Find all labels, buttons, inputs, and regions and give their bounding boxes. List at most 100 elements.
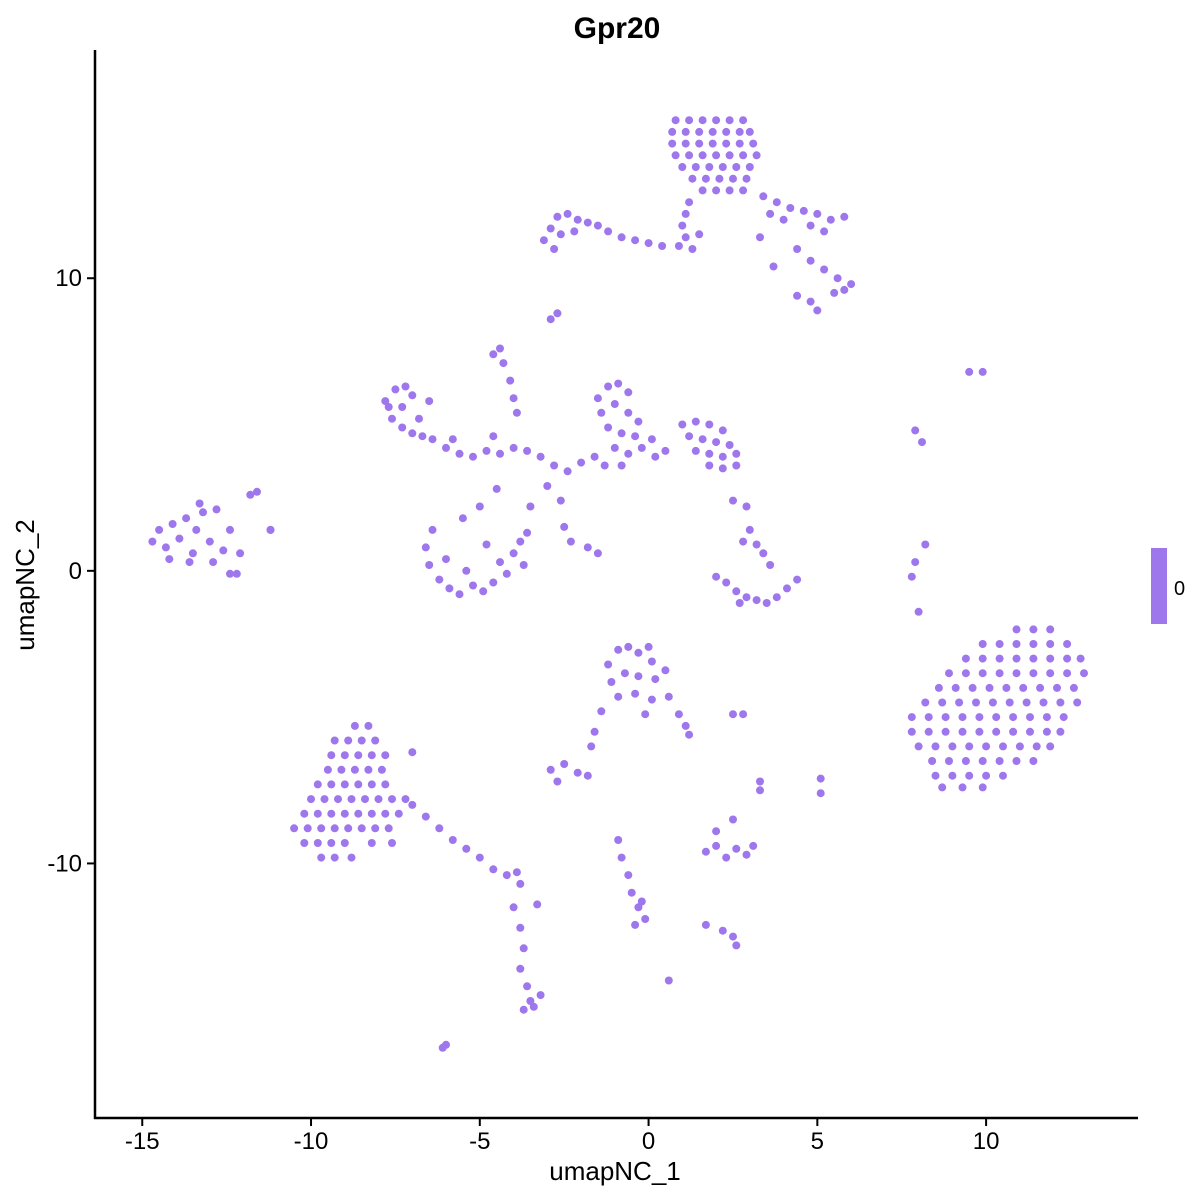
data-point bbox=[624, 871, 633, 880]
data-point bbox=[502, 569, 511, 578]
x-tick-label: 5 bbox=[811, 1128, 824, 1155]
data-point bbox=[469, 581, 477, 590]
data-point bbox=[820, 227, 829, 236]
data-point bbox=[350, 721, 359, 730]
data-point bbox=[725, 441, 734, 449]
data-point bbox=[381, 397, 390, 406]
data-point bbox=[806, 297, 815, 306]
data-point bbox=[678, 420, 687, 429]
data-point bbox=[816, 789, 825, 798]
data-point bbox=[658, 242, 667, 250]
data-point bbox=[934, 683, 943, 692]
data-point bbox=[647, 695, 656, 704]
data-point bbox=[1036, 683, 1045, 692]
x-tick-label: -15 bbox=[125, 1128, 160, 1155]
data-point bbox=[995, 669, 1004, 678]
data-point bbox=[756, 777, 764, 786]
data-point bbox=[425, 397, 434, 406]
data-point bbox=[600, 461, 609, 470]
data-point bbox=[428, 435, 437, 444]
data-point bbox=[469, 452, 477, 461]
data-point bbox=[1032, 742, 1041, 751]
data-point bbox=[772, 593, 781, 602]
data-point bbox=[708, 127, 717, 136]
data-point bbox=[617, 429, 626, 438]
data-point bbox=[374, 795, 383, 804]
data-point bbox=[435, 575, 444, 584]
data-point bbox=[597, 408, 606, 417]
data-point bbox=[347, 853, 356, 862]
data-point bbox=[587, 742, 596, 751]
data-point bbox=[698, 116, 707, 125]
data-point bbox=[1029, 640, 1038, 648]
data-point bbox=[367, 839, 376, 847]
data-point bbox=[1029, 757, 1038, 765]
data-point bbox=[681, 139, 690, 148]
data-point bbox=[793, 575, 802, 584]
data-point bbox=[995, 757, 1004, 765]
data-point bbox=[394, 809, 403, 818]
data-point bbox=[448, 435, 457, 444]
data-point bbox=[958, 727, 967, 736]
data-point bbox=[620, 669, 629, 678]
data-point bbox=[354, 751, 363, 760]
data-point bbox=[509, 549, 518, 558]
data-point bbox=[705, 163, 714, 171]
data-point bbox=[482, 540, 491, 549]
data-point bbox=[1022, 698, 1031, 707]
data-point bbox=[1056, 698, 1065, 707]
data-point bbox=[995, 654, 1004, 663]
data-point bbox=[303, 824, 312, 833]
data-point bbox=[641, 710, 650, 719]
data-point bbox=[674, 242, 683, 250]
data-point bbox=[1039, 698, 1048, 707]
data-point bbox=[232, 569, 241, 578]
data-point bbox=[982, 771, 991, 780]
data-point bbox=[340, 809, 349, 818]
data-point bbox=[833, 274, 842, 283]
data-point bbox=[448, 836, 457, 844]
data-point bbox=[681, 233, 690, 242]
data-point bbox=[701, 174, 710, 183]
data-point bbox=[965, 367, 974, 376]
data-point bbox=[921, 540, 930, 549]
data-point bbox=[489, 865, 498, 874]
data-point bbox=[712, 151, 721, 160]
data-point bbox=[701, 920, 710, 929]
data-point bbox=[712, 841, 721, 850]
data-point bbox=[718, 464, 727, 473]
y-tick-label: -10 bbox=[47, 850, 82, 877]
y-axis-title: umapNC_2 bbox=[10, 519, 40, 651]
y-tick-label: 0 bbox=[69, 558, 82, 585]
data-point bbox=[745, 163, 754, 171]
data-point bbox=[698, 435, 707, 444]
data-point bbox=[718, 452, 727, 461]
data-point bbox=[729, 932, 737, 941]
data-point bbox=[155, 525, 164, 534]
data-point bbox=[722, 853, 731, 862]
data-point bbox=[307, 795, 315, 804]
data-point bbox=[647, 657, 656, 666]
data-point bbox=[590, 727, 599, 736]
colorbar-swatch bbox=[1151, 548, 1167, 624]
x-tick-label: 0 bbox=[642, 1128, 655, 1155]
data-point bbox=[327, 780, 336, 789]
data-point bbox=[614, 692, 623, 701]
data-point bbox=[911, 426, 920, 435]
x-tick-label: 10 bbox=[973, 1128, 1000, 1155]
data-point bbox=[806, 221, 815, 230]
data-point bbox=[674, 710, 683, 719]
data-point bbox=[523, 982, 532, 991]
data-point bbox=[826, 215, 835, 224]
data-point bbox=[337, 765, 346, 774]
data-point bbox=[688, 174, 697, 183]
data-point bbox=[1046, 654, 1055, 663]
data-point bbox=[590, 452, 599, 461]
chart-title: Gpr20 bbox=[574, 12, 661, 45]
data-point bbox=[975, 713, 984, 722]
data-point bbox=[799, 206, 808, 215]
data-point bbox=[401, 795, 410, 804]
data-point bbox=[536, 991, 545, 1000]
data-point bbox=[732, 844, 741, 853]
data-point bbox=[978, 783, 987, 792]
